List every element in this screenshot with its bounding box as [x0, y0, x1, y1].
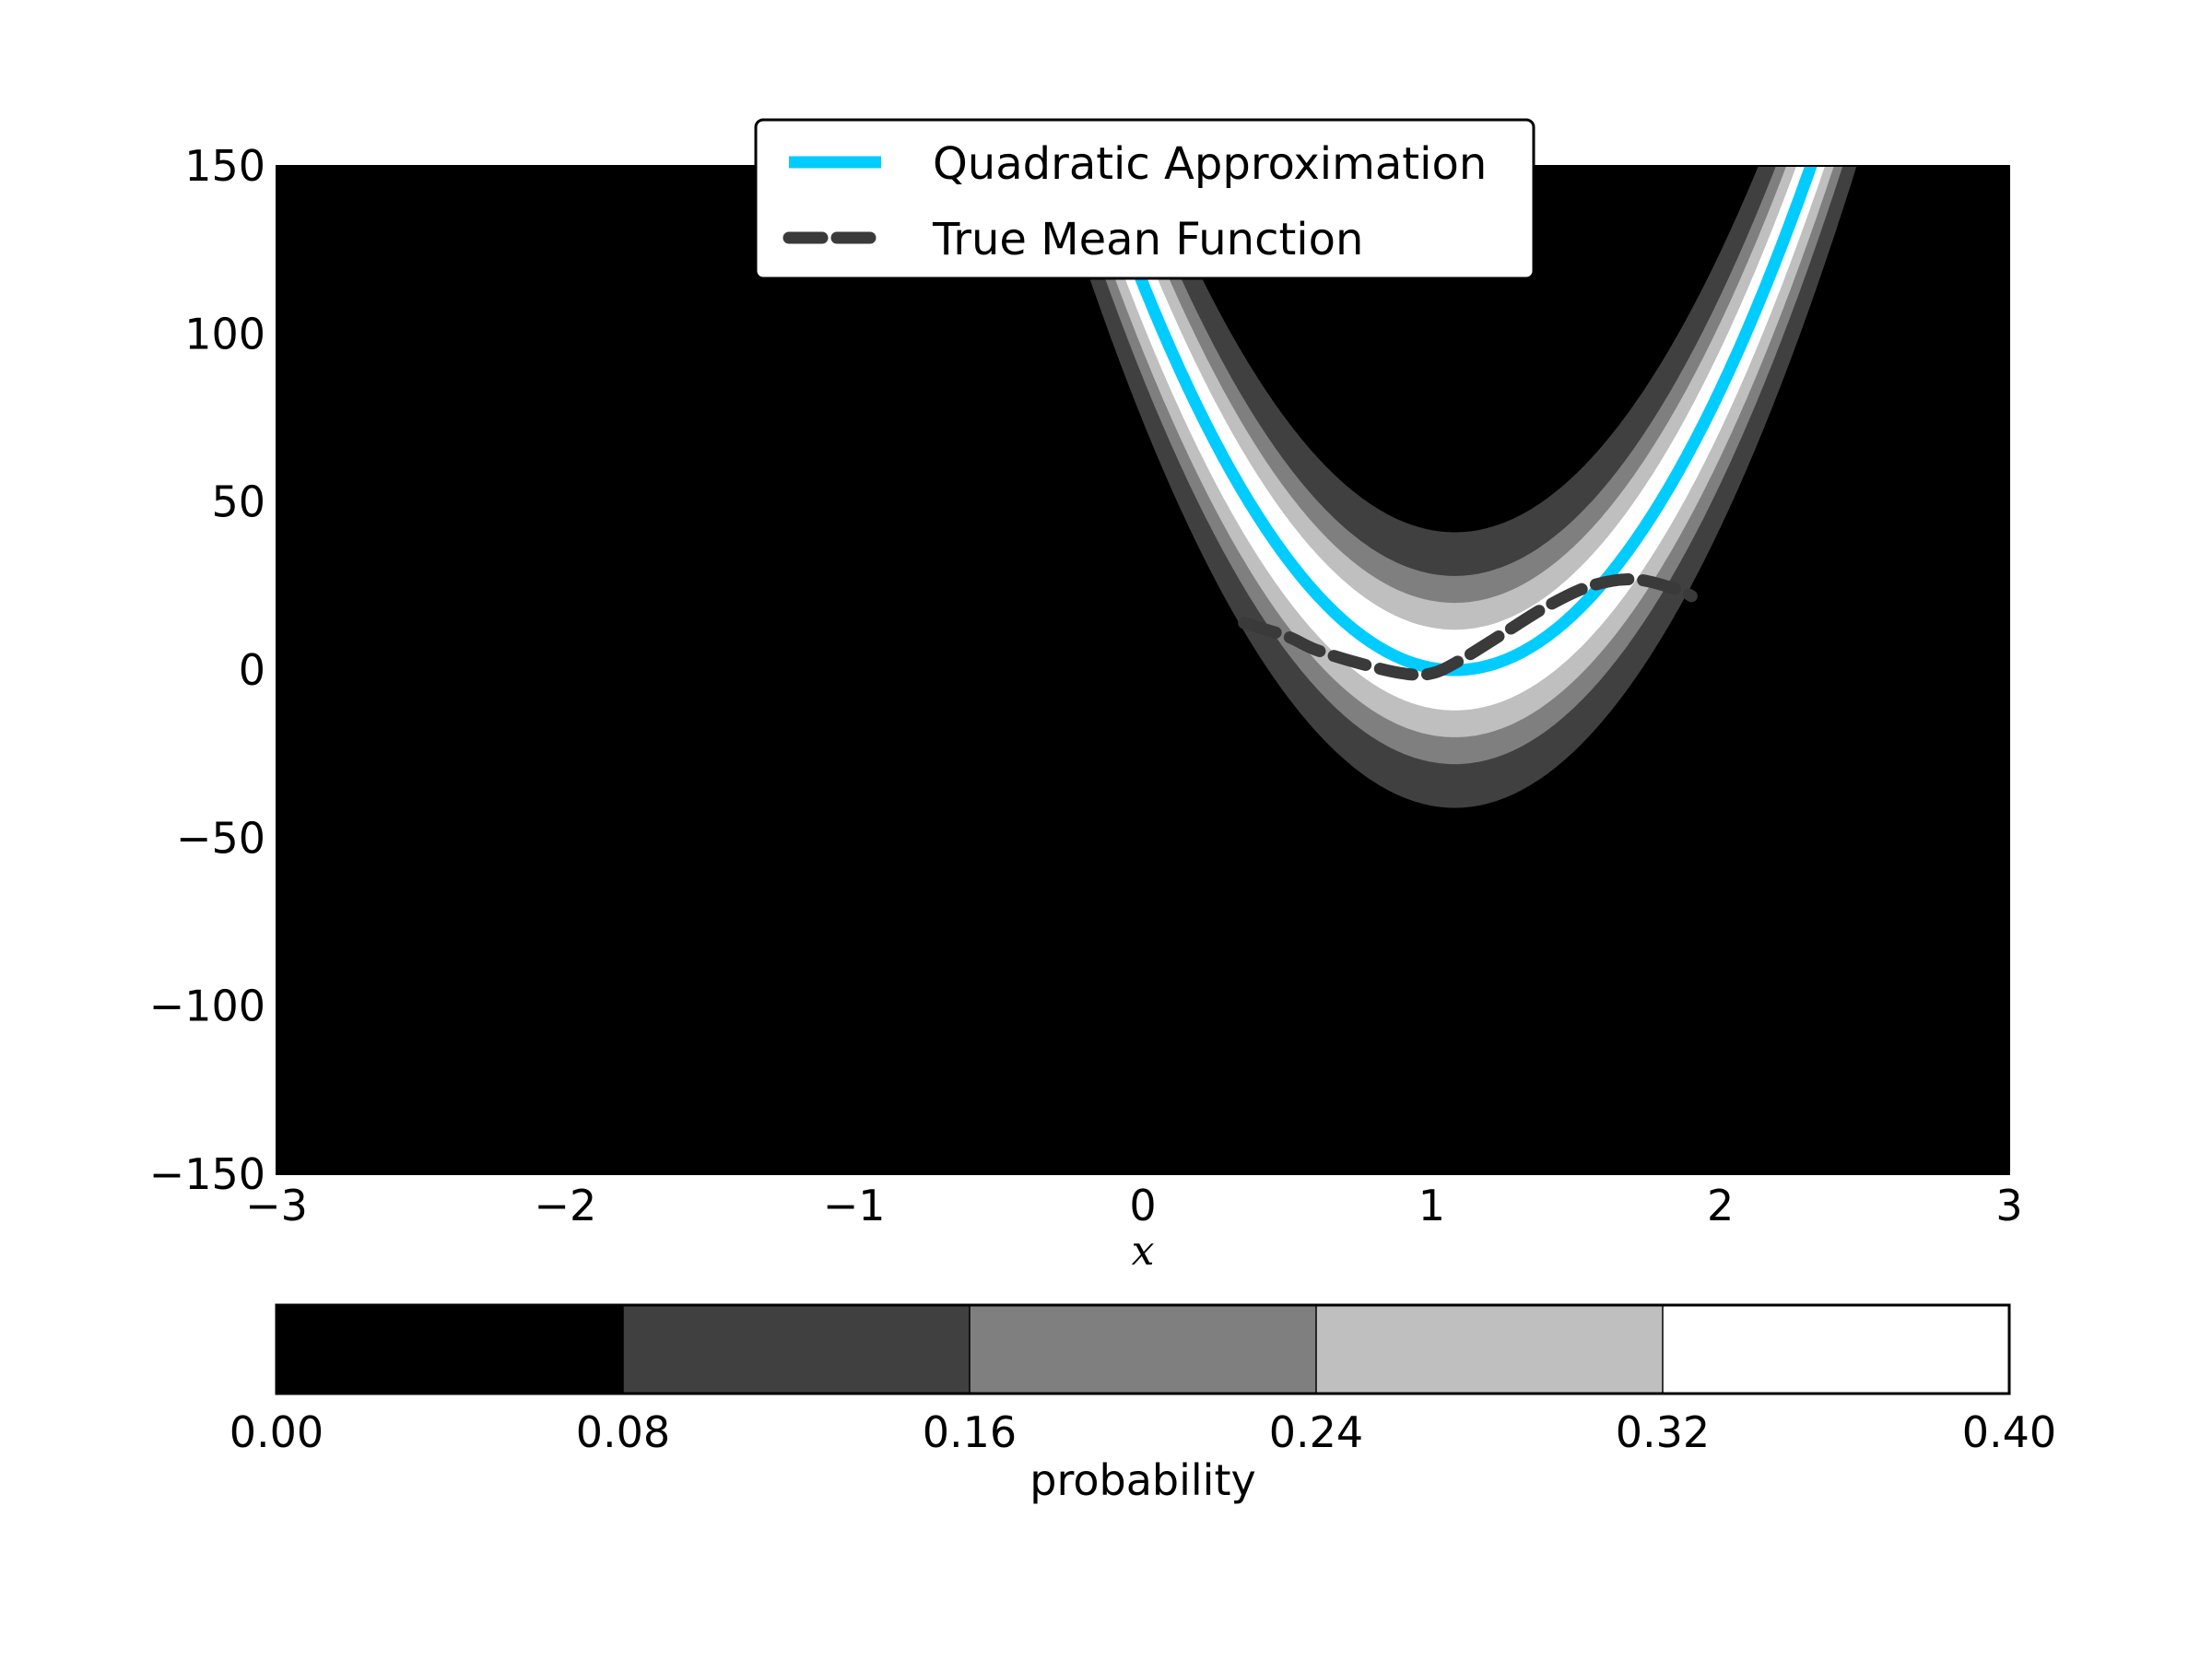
series-true-mean-function — [1238, 572, 1698, 681]
y-tick-label: 0 — [239, 645, 265, 695]
colorbar-tick-label: 0.16 — [923, 1407, 1017, 1457]
x-tick-label: 1 — [1418, 1181, 1445, 1230]
colorbar-ticks: 0.00 0.08 0.16 0.24 0.32 0.40 — [229, 1305, 2056, 1457]
x-tick-label: 2 — [1707, 1181, 1734, 1230]
colorbar-cell — [623, 1305, 970, 1394]
x-tick-label: 0 — [1129, 1181, 1156, 1230]
colorbar-cell — [1663, 1305, 2009, 1394]
y-tick-label: 100 — [184, 309, 265, 359]
y-tick-label: 50 — [211, 477, 265, 527]
legend: Quadratic Approximation True Mean Functi… — [754, 118, 1535, 280]
x-tick-label: −1 — [823, 1181, 886, 1230]
plot-area — [276, 165, 2010, 1175]
colorbar-tick-label: 0.24 — [1269, 1407, 1363, 1457]
colorbar-cell — [1316, 1305, 1663, 1394]
x-tick-label: 3 — [1995, 1181, 2022, 1230]
colorbar-tick-label: 0.00 — [229, 1407, 324, 1457]
legend-frame — [754, 118, 1535, 280]
x-tick-label: −2 — [534, 1181, 596, 1230]
y-axis: 150 100 50 0 −50 −100 −150 — [149, 141, 289, 1199]
legend-label-true-mean: True Mean Function — [932, 214, 1363, 265]
colorbar-cells — [276, 1305, 2009, 1394]
colorbar-tick-label: 0.32 — [1616, 1407, 1710, 1457]
contour-band-white — [1084, 166, 1826, 711]
y-tick-label: −100 — [149, 982, 265, 1031]
x-tick-label: −3 — [245, 1181, 308, 1230]
colorbar: 0.00 0.08 0.16 0.24 0.32 0.40 probability — [229, 1303, 2056, 1505]
colorbar-frame — [275, 1303, 2011, 1395]
colorbar-cell — [970, 1305, 1316, 1394]
x-axis: −3 −2 −1 0 1 2 3 — [245, 1161, 2023, 1230]
colorbar-tick-label: 0.08 — [576, 1407, 670, 1457]
colorbar-cell — [276, 1305, 623, 1394]
y-tick-label: 150 — [184, 141, 265, 191]
y-tick-label: −50 — [176, 813, 265, 863]
colorbar-label: probability — [1030, 1455, 1255, 1505]
colorbar-tick-label: 0.40 — [1962, 1407, 2056, 1457]
series-quadratic-approximation — [1092, 166, 1818, 677]
series-layer — [1092, 166, 1818, 681]
x-axis-label: x — [1132, 1228, 1155, 1275]
legend-label-quadratic: Quadratic Approximation — [933, 138, 1487, 190]
y-tick-label: −150 — [149, 1149, 265, 1199]
